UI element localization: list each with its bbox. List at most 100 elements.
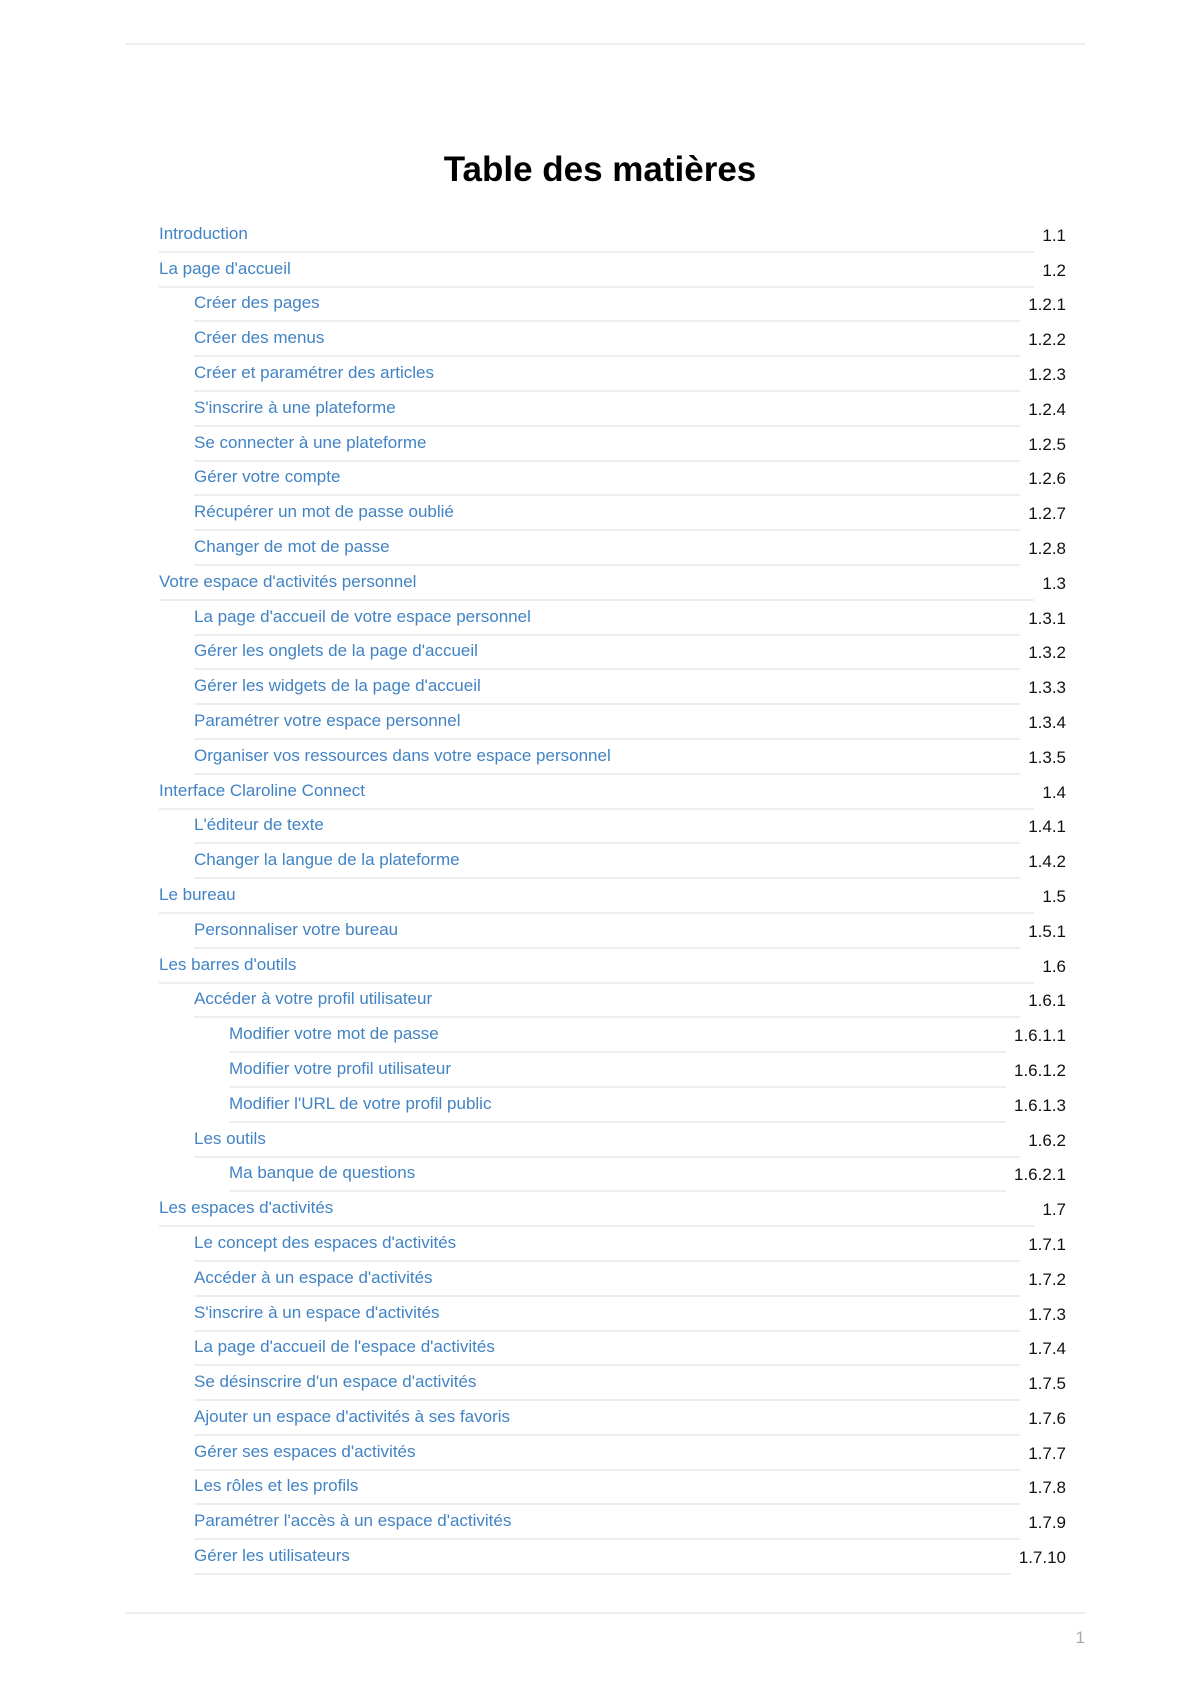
toc-entry: Modifier votre profil utilisateur 1.6.1.2 bbox=[159, 1053, 1066, 1088]
toc-entry: Organiser vos ressources dans votre espa… bbox=[159, 740, 1066, 775]
toc-section-number: 1.4.2 bbox=[1028, 852, 1066, 872]
toc-section-number: 1.2.3 bbox=[1028, 364, 1066, 384]
toc-link[interactable]: Votre espace d'activités personnel bbox=[159, 572, 1035, 601]
toc-link[interactable]: Les espaces d'activités bbox=[159, 1198, 1035, 1228]
toc-section-number: 1.7.7 bbox=[1028, 1443, 1066, 1463]
toc-section-number: 1.3.2 bbox=[1028, 643, 1066, 663]
toc-link[interactable]: S'inscrire à une plateforme bbox=[194, 398, 1021, 427]
toc-section-number: 1.5.1 bbox=[1028, 921, 1066, 941]
toc-entry: Votre espace d'activités personnel 1.3 bbox=[159, 566, 1066, 601]
toc-section-number: 1.7 bbox=[1042, 1200, 1066, 1220]
toc-entry: Modifier l'URL de votre profil public 1.6… bbox=[159, 1088, 1066, 1123]
toc-link[interactable]: Créer et paramétrer des articles bbox=[194, 363, 1021, 392]
toc-entry: Créer et paramétrer des articles 1.2.3 bbox=[159, 357, 1066, 392]
toc-link[interactable]: Paramétrer votre espace personnel bbox=[194, 711, 1021, 740]
toc-entry: Créer des pages 1.2.1 bbox=[159, 288, 1066, 323]
toc-entry: La page d'accueil de votre espace person… bbox=[159, 601, 1066, 636]
toc-section-number: 1.2.5 bbox=[1028, 434, 1066, 454]
toc-entry: Gérer les utilisateurs 1.7.10 bbox=[159, 1540, 1066, 1576]
toc-section-number: 1.7.8 bbox=[1028, 1478, 1066, 1498]
toc-link[interactable]: Se connecter à une plateforme bbox=[194, 433, 1021, 462]
toc-link[interactable]: Gérer ses espaces d'activités bbox=[194, 1442, 1021, 1471]
toc-link[interactable]: Introduction bbox=[159, 224, 1035, 253]
toc-section-number: 1.3 bbox=[1042, 573, 1066, 593]
toc-entry: Se désinscrire d'un espace d'activités 1.… bbox=[159, 1366, 1066, 1402]
toc-link[interactable]: S'inscrire à un espace d'activités bbox=[194, 1303, 1021, 1332]
toc-entry: Paramétrer l'accès à un espace d'activit… bbox=[159, 1505, 1066, 1541]
toc-link[interactable]: La page d'accueil de votre espace person… bbox=[194, 607, 1021, 636]
toc-link[interactable]: Gérer les utilisateurs bbox=[194, 1546, 1011, 1576]
toc-link[interactable]: Se désinscrire d'un espace d'activités bbox=[194, 1372, 1021, 1402]
toc-link[interactable]: Ajouter un espace d'activités à ses favo… bbox=[194, 1407, 1021, 1436]
toc-link[interactable]: Organiser vos ressources dans votre espa… bbox=[194, 746, 1021, 775]
toc-entry: Gérer les widgets de la page d'accueil 1.… bbox=[159, 670, 1066, 706]
toc-entry: Accéder à votre profil utilisateur 1.6.1 bbox=[159, 984, 1066, 1019]
toc-section-number: 1.2.4 bbox=[1028, 399, 1066, 419]
toc-entry: Personnaliser votre bureau 1.5.1 bbox=[159, 914, 1066, 949]
toc-link[interactable]: Modifier votre mot de passe bbox=[229, 1024, 1006, 1054]
toc-section-number: 1.5 bbox=[1042, 886, 1066, 906]
toc-link[interactable]: Le concept des espaces d'activités bbox=[194, 1233, 1021, 1262]
toc-link[interactable]: Gérer votre compte bbox=[194, 467, 1021, 497]
toc-link[interactable]: Accéder à un espace d'activités bbox=[194, 1268, 1021, 1297]
toc-section-number: 1.7.3 bbox=[1028, 1304, 1066, 1324]
toc-section-number: 1.6.1 bbox=[1028, 991, 1066, 1011]
toc-link[interactable]: Interface Claroline Connect bbox=[159, 781, 1035, 810]
toc-entry: L'éditeur de texte 1.4.1 bbox=[159, 810, 1066, 845]
toc-link[interactable]: La page d'accueil de l'espace d'activité… bbox=[194, 1337, 1021, 1367]
toc-link[interactable]: Récupérer un mot de passe oublié bbox=[194, 502, 1021, 532]
toc-entry: Le bureau 1.5 bbox=[159, 879, 1066, 914]
toc-link[interactable]: Ma banque de questions bbox=[229, 1163, 1006, 1193]
toc-link[interactable]: Paramétrer l'accès à un espace d'activit… bbox=[194, 1511, 1021, 1541]
toc-entry: La page d'accueil de l'espace d'activité… bbox=[159, 1332, 1066, 1367]
toc-link[interactable]: Modifier l'URL de votre profil public bbox=[229, 1094, 1006, 1123]
toc-link[interactable]: Les rôles et les profils bbox=[194, 1476, 1021, 1506]
toc-link[interactable]: Changer de mot de passe bbox=[194, 537, 1021, 566]
toc-section-number: 1.3.4 bbox=[1028, 712, 1066, 732]
toc-section-number: 1.3.1 bbox=[1028, 608, 1066, 628]
toc-link[interactable]: Créer des pages bbox=[194, 293, 1021, 323]
toc-section-number: 1.2.8 bbox=[1028, 538, 1066, 558]
toc-link[interactable]: Les barres d'outils bbox=[159, 955, 1035, 984]
toc-section-number: 1.7.6 bbox=[1028, 1408, 1066, 1428]
toc-section-number: 1.6 bbox=[1042, 956, 1066, 976]
toc-entry: S'inscrire à une plateforme 1.2.4 bbox=[159, 392, 1066, 427]
toc-link[interactable]: Gérer les widgets de la page d'accueil bbox=[194, 676, 1021, 706]
page-number: 1 bbox=[1075, 1628, 1085, 1647]
toc-entry: S'inscrire à un espace d'activités 1.7.3 bbox=[159, 1297, 1066, 1332]
toc-section-number: 1.2.6 bbox=[1028, 469, 1066, 489]
toc-entry: La page d'accueil 1.2 bbox=[159, 253, 1066, 288]
toc-entry: Changer de mot de passe 1.2.8 bbox=[159, 531, 1066, 566]
toc-section-number: 1.2.1 bbox=[1028, 295, 1066, 315]
toc-section-number: 1.7.4 bbox=[1028, 1339, 1066, 1359]
toc-section-number: 1.6.2.1 bbox=[1014, 1165, 1066, 1185]
toc-link[interactable]: Modifier votre profil utilisateur bbox=[229, 1059, 1006, 1088]
toc-link[interactable]: Accéder à votre profil utilisateur bbox=[194, 989, 1021, 1019]
toc-link[interactable]: Changer la langue de la plateforme bbox=[194, 850, 1021, 880]
toc-section-number: 1.3.5 bbox=[1028, 747, 1066, 767]
toc-link[interactable]: L'éditeur de texte bbox=[194, 815, 1021, 845]
toc-section-number: 1.6.2 bbox=[1028, 1130, 1066, 1150]
toc-link[interactable]: La page d'accueil bbox=[159, 259, 1035, 288]
toc-entry: Accéder à un espace d'activités 1.7.2 bbox=[159, 1262, 1066, 1297]
toc-link[interactable]: Créer des menus bbox=[194, 328, 1021, 358]
toc-entry: Gérer ses espaces d'activités 1.7.7 bbox=[159, 1436, 1066, 1471]
page-title: Table des matières bbox=[443, 150, 757, 189]
toc-entry: Les rôles et les profils 1.7.8 bbox=[159, 1471, 1066, 1506]
toc-entry: Ajouter un espace d'activités à ses favo… bbox=[159, 1401, 1066, 1436]
toc-entry: Le concept des espaces d'activités 1.7.1 bbox=[159, 1227, 1066, 1262]
toc-link[interactable]: Personnaliser votre bureau bbox=[194, 920, 1021, 949]
toc-section-number: 1.7.9 bbox=[1028, 1513, 1066, 1533]
toc-link[interactable]: Gérer les onglets de la page d'accueil bbox=[194, 641, 1021, 671]
toc-entry: Interface Claroline Connect 1.4 bbox=[159, 775, 1066, 810]
toc-section-number: 1.2 bbox=[1042, 260, 1066, 280]
header-divider bbox=[125, 43, 1085, 45]
toc-section-number: 1.7.2 bbox=[1028, 1269, 1066, 1289]
toc-entry: Introduction 1.1 bbox=[159, 218, 1066, 253]
toc-link[interactable]: Le bureau bbox=[159, 885, 1035, 914]
toc-link[interactable]: Les outils bbox=[194, 1129, 1021, 1158]
toc-entry: Récupérer un mot de passe oublié 1.2.7 bbox=[159, 496, 1066, 532]
toc-section-number: 1.7.1 bbox=[1028, 1234, 1066, 1254]
toc-section-number: 1.4.1 bbox=[1028, 817, 1066, 837]
toc-entry: Les outils 1.6.2 bbox=[159, 1123, 1066, 1158]
